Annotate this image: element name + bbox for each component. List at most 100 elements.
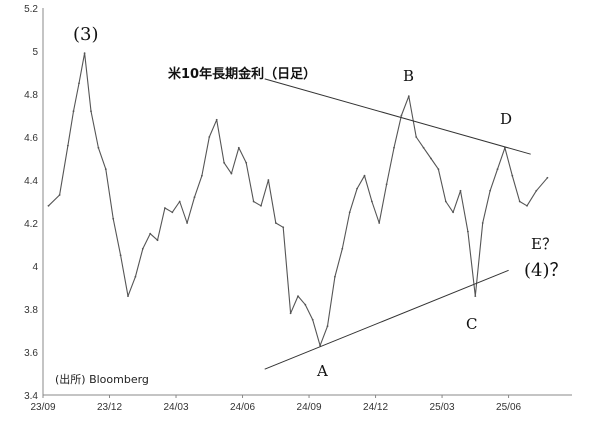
x-tick-label: 23/12 [97,402,122,413]
series-point [112,217,115,220]
series-point [58,194,61,196]
series-point [385,183,388,186]
series-point [134,275,137,278]
x-tick-label: 23/09 [30,402,55,413]
series-point [274,222,277,224]
series-point [489,189,491,192]
series-point [78,82,80,85]
annotation-C: C [466,315,477,333]
series-point [252,200,255,203]
series-point [459,189,462,192]
series-point [245,161,248,164]
series-point [311,318,314,321]
series-point [297,295,299,297]
series-point [481,222,484,224]
series-point [141,247,144,250]
trendline-lower [264,269,509,370]
series-point [518,200,521,203]
series-point [282,226,285,229]
series-point [348,211,351,214]
series-point [422,146,425,149]
series-point [289,312,292,315]
series-point [526,204,528,207]
annotation-wave4: (4)？ [524,260,568,281]
series-point [304,303,307,306]
y-tick-label: 4.2 [24,219,38,230]
source-label: (出所) Bloomberg [55,372,149,386]
series-point [90,110,92,113]
series-point [83,52,86,54]
series-point [535,189,538,192]
series-point [511,174,514,177]
series-point [546,176,549,179]
y-tick-label: 4 [32,262,38,273]
y-tick-label: 3.8 [24,305,38,316]
series-point [223,161,226,164]
series-point [452,211,454,214]
series-point [237,146,240,149]
series-point [149,232,152,235]
series-point [97,146,100,149]
y-tick-label: 5.2 [24,4,38,15]
x-tick-label: 24/09 [297,402,322,413]
series-point [127,295,129,297]
series-points [47,52,549,347]
annotation-wave3: (3) [73,24,99,45]
series-point [230,172,233,175]
series-point [156,239,159,242]
series-point [267,179,270,181]
chart-title: 米10年長期金利（日足） [168,66,316,82]
x-tick-label: 24/03 [164,402,189,413]
series-point [260,204,262,207]
x-tick-label: 24/06 [230,402,255,413]
series-point [193,196,196,199]
annotation-B: B [403,67,414,85]
series-point [341,247,344,250]
annotation-A: A [316,362,328,380]
series-point [67,144,69,147]
series-point [171,211,174,214]
x-tick-label: 25/03 [430,402,455,413]
series-line-us10y [48,52,548,347]
series-point [400,114,403,117]
series-point [47,204,50,207]
series-point [104,168,107,171]
series-point [208,136,211,138]
y-tick-label: 4.8 [24,90,38,101]
y-tick-labels: 3.4 3.6 3.8 4 4.2 4.4 4.6 4.8 5 5.2 [24,4,38,402]
series-point [444,200,447,203]
series-point [437,168,440,171]
annotation-D: D [500,110,512,128]
x-tick-label: 24/12 [363,402,388,413]
x-tick-label: 25/06 [496,402,521,413]
series-point [407,95,410,98]
series-point [164,207,166,209]
series-point [72,110,75,113]
series-point [201,174,203,177]
series-point [430,157,432,160]
series-point [356,187,358,190]
series-point [496,168,499,171]
series-point [334,275,336,278]
series-point [178,200,181,203]
series-point [363,174,366,177]
series-point [186,222,189,224]
y-tick-label: 4.6 [24,133,38,144]
y-tick-label: 3.6 [24,348,38,359]
annotation-E: E？ [531,235,557,253]
series-point [393,146,395,149]
series-point [326,325,329,328]
trendline-upper [264,78,531,155]
y-tick-label: 5 [32,47,38,58]
x-tick-labels: 23/09 23/12 24/03 24/06 24/09 24/12 25/03 25/06 [30,395,522,413]
series-point [119,254,122,257]
series-point [215,118,218,121]
series-point [371,200,373,203]
series-point [378,222,381,224]
series-point [467,230,469,233]
series-point [474,295,477,297]
series-point [415,136,418,138]
y-tick-label: 4.4 [24,176,38,187]
y-tick-label: 3.4 [24,391,38,402]
